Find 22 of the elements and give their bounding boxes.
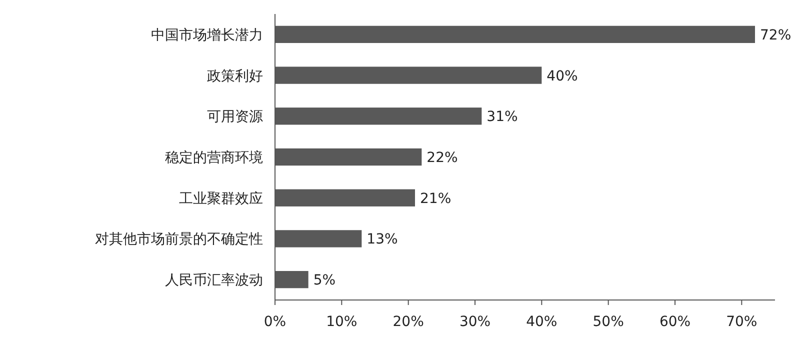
x-tick-label: 0%	[264, 314, 286, 330]
y-tick-label: 对其他市场前景的不确定性	[95, 232, 263, 248]
x-tick-label: 40%	[526, 314, 558, 330]
data-label: 13%	[366, 232, 398, 248]
x-tick-label: 70%	[726, 314, 758, 330]
x-tick-label: 50%	[592, 314, 624, 330]
data-label: 31%	[486, 109, 518, 126]
x-tick-label: 30%	[459, 314, 491, 330]
data-label: 40%	[546, 68, 578, 84]
y-tick-label: 稳定的营商环境	[165, 150, 263, 166]
y-tick-label: 政策利好	[207, 68, 263, 84]
data-label: 22%	[426, 150, 458, 166]
y-tick-label: 中国市场增长潜力	[151, 27, 263, 44]
data-label: 5%	[313, 272, 336, 289]
x-tick-label: 60%	[659, 314, 691, 330]
data-label: 72%	[760, 27, 792, 44]
x-tick-label: 20%	[392, 314, 424, 330]
y-tick-label: 可用资源	[207, 109, 263, 126]
y-tick-label: 工业聚群效应	[179, 190, 263, 207]
y-tick-label: 人民币汇率波动	[165, 272, 263, 289]
x-tick-label: 10%	[326, 314, 358, 330]
data-label: 21%	[420, 190, 452, 207]
